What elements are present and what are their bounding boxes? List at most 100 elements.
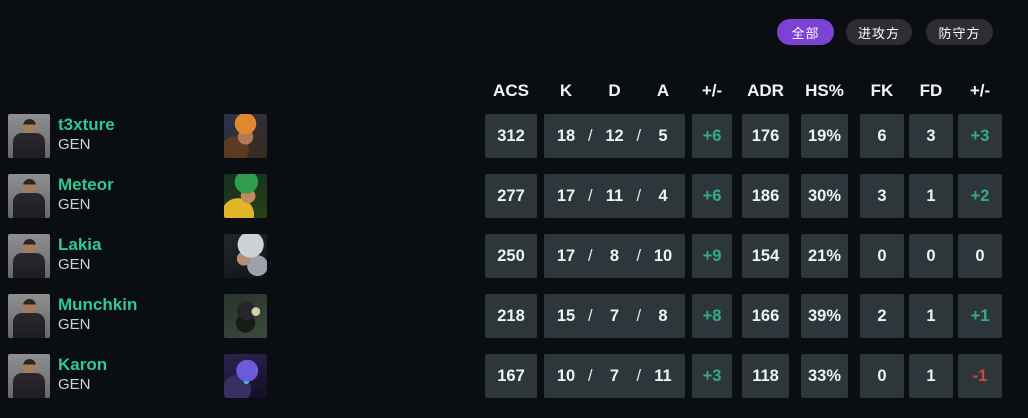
player-team: GEN	[58, 316, 91, 333]
agent-avatar-vyse	[224, 234, 267, 278]
filter-defense-button[interactable]: 防守方	[926, 19, 993, 45]
header-fk-plusminus: +/-	[969, 81, 991, 100]
kda-cell: 17 / 11 / 4	[544, 174, 685, 218]
hs-cell: 21%	[801, 234, 848, 278]
acs-cell: 218	[485, 294, 537, 338]
filter-all-button[interactable]: 全部	[777, 19, 834, 45]
player-team: GEN	[58, 196, 91, 213]
kda-separator: /	[636, 246, 642, 265]
plusminus-cell: +3	[692, 354, 732, 398]
fk-plusminus-cell: +3	[958, 114, 1002, 158]
player-name: t3xture	[58, 115, 115, 134]
fk-cell: 0	[860, 234, 904, 278]
player-photo	[8, 174, 50, 218]
adr-cell: 176	[742, 114, 789, 158]
adr-cell: 186	[742, 174, 789, 218]
agent-avatar-viper	[224, 294, 267, 338]
assists-value: 5	[658, 126, 668, 145]
hs-cell: 33%	[801, 354, 848, 398]
kills-value: 18	[556, 126, 576, 145]
assists-value: 4	[658, 186, 668, 205]
hs-cell: 30%	[801, 174, 848, 218]
player-row: Meteor GEN 277 17 / 11 / 4 +6 186 30% 3 …	[0, 174, 1028, 218]
header-deaths: D	[608, 81, 621, 100]
agent-avatar-raze	[224, 114, 267, 158]
player-name: Munchkin	[58, 295, 138, 314]
player-photo	[8, 234, 50, 278]
deaths-value: 11	[605, 186, 624, 205]
fd-cell: 1	[909, 294, 953, 338]
fd-cell: 3	[909, 114, 953, 158]
header-plusminus: +/-	[701, 81, 723, 100]
table-header-row: ACS K D A +/- ADR HS% FK FD +/-	[0, 78, 1028, 104]
player-row: t3xture GEN 312 18 / 12 / 5 +6 176 19% 6…	[0, 114, 1028, 158]
header-acs: ACS	[493, 81, 529, 100]
kills-value: 10	[556, 366, 576, 385]
player-photo	[8, 294, 50, 338]
acs-cell: 277	[485, 174, 537, 218]
plusminus-cell: +6	[692, 174, 732, 218]
fk-cell: 3	[860, 174, 904, 218]
assists-value: 10	[653, 246, 673, 265]
header-fd: FD	[919, 81, 943, 100]
fd-cell: 0	[909, 234, 953, 278]
player-name: Karon	[58, 355, 108, 374]
player-photo	[8, 354, 50, 398]
player-name: Lakia	[58, 235, 102, 254]
adr-cell: 154	[742, 234, 789, 278]
player-photo	[8, 114, 50, 158]
fk-plusminus-cell: +1	[958, 294, 1002, 338]
deaths-value: 12	[605, 126, 624, 145]
fk-plusminus-cell: +2	[958, 174, 1002, 218]
fk-plusminus-cell: 0	[958, 234, 1002, 278]
kda-cell: 17 / 8 / 10	[544, 234, 685, 278]
acs-cell: 167	[485, 354, 537, 398]
agent-avatar-omen	[224, 354, 267, 398]
assists-value: 11	[654, 366, 672, 385]
kda-separator: /	[587, 126, 593, 145]
header-kda: K D A	[544, 78, 685, 104]
hs-cell: 39%	[801, 294, 848, 338]
player-team: GEN	[58, 256, 91, 273]
player-name: Meteor	[58, 175, 114, 194]
adr-cell: 118	[742, 354, 789, 398]
kda-separator: /	[636, 366, 642, 385]
acs-cell: 250	[485, 234, 537, 278]
kda-cell: 10 / 7 / 11	[544, 354, 685, 398]
hs-cell: 19%	[801, 114, 848, 158]
header-hs-percent: HS%	[805, 81, 844, 100]
deaths-value: 7	[609, 366, 620, 385]
kda-separator: /	[636, 306, 642, 325]
kda-separator: /	[636, 186, 642, 205]
player-row: Munchkin GEN 218 15 / 7 / 8 +8 166 39% 2…	[0, 294, 1028, 338]
fd-cell: 1	[909, 354, 953, 398]
acs-cell: 312	[485, 114, 537, 158]
kda-separator: /	[587, 186, 593, 205]
header-assists: A	[656, 81, 670, 100]
player-team: GEN	[58, 376, 91, 393]
kda-separator: /	[587, 246, 593, 265]
fk-cell: 2	[860, 294, 904, 338]
fk-cell: 6	[860, 114, 904, 158]
player-row: Karon GEN 167 10 / 7 / 11 +3 118 33% 0 1…	[0, 354, 1028, 398]
deaths-value: 7	[609, 306, 620, 325]
assists-value: 8	[658, 306, 668, 325]
header-adr: ADR	[747, 81, 784, 100]
kda-separator: /	[587, 366, 593, 385]
kills-value: 15	[556, 306, 576, 325]
kda-cell: 15 / 7 / 8	[544, 294, 685, 338]
fk-plusminus-cell: -1	[958, 354, 1002, 398]
player-row: Lakia GEN 250 17 / 8 / 10 +9 154 21% 0 0…	[0, 234, 1028, 278]
kda-separator: /	[636, 126, 642, 145]
filter-attack-button[interactable]: 进攻方	[846, 19, 912, 45]
header-fk: FK	[870, 81, 894, 100]
fk-cell: 0	[860, 354, 904, 398]
plusminus-cell: +8	[692, 294, 732, 338]
kda-cell: 18 / 12 / 5	[544, 114, 685, 158]
fd-cell: 1	[909, 174, 953, 218]
plusminus-cell: +6	[692, 114, 732, 158]
deaths-value: 8	[609, 246, 620, 265]
plusminus-cell: +9	[692, 234, 732, 278]
player-team: GEN	[58, 136, 91, 153]
